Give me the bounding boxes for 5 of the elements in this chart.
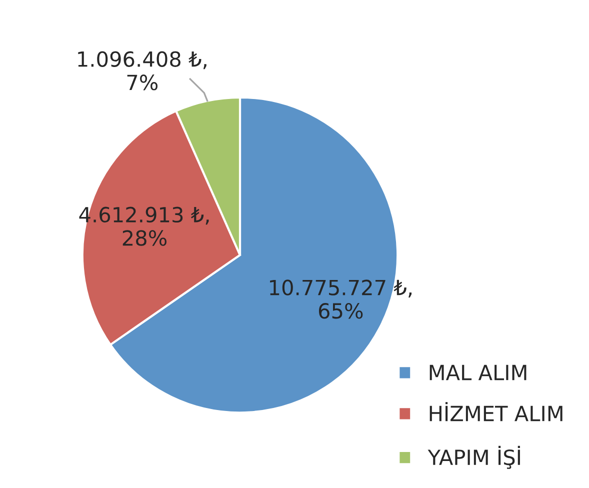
- data-label: 1.096.408 ₺, 7%: [78, 51, 206, 90]
- legend-label: MAL ALIM: [430, 364, 526, 380]
- data-label: 10.775.727 ₺, 65%: [270, 280, 412, 319]
- legend-label: HİZMET ALIM: [430, 402, 562, 422]
- legend-label: YAPIM İŞİ: [428, 446, 520, 469]
